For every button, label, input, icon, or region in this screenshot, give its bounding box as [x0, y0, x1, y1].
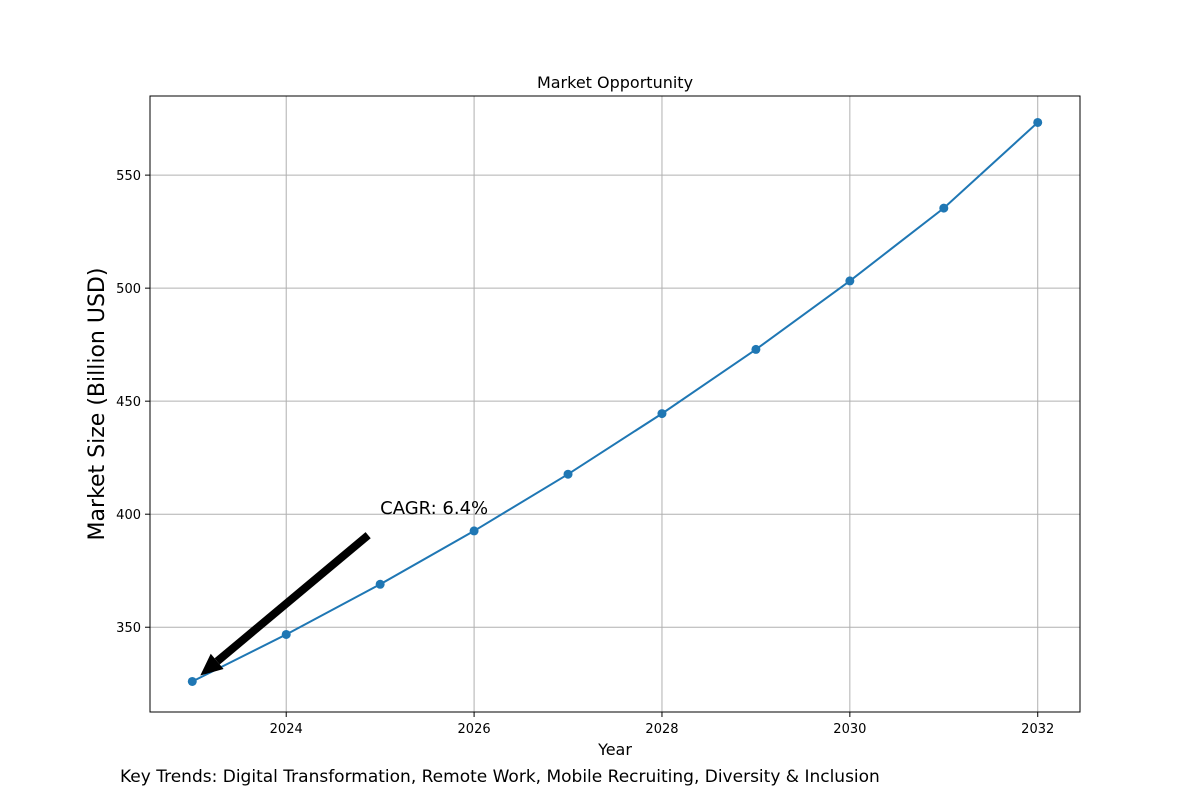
chart-title: Market Opportunity — [537, 73, 693, 92]
x-tick-label: 2024 — [270, 722, 303, 737]
grid — [150, 96, 1080, 712]
y-tick-label: 400 — [116, 508, 141, 523]
x-tick-label: 2028 — [645, 722, 678, 737]
cagr-annotation: CAGR: 6.4% — [380, 498, 488, 519]
data-point — [939, 203, 949, 213]
arrow-shaft — [214, 532, 371, 665]
y-tick-label: 500 — [116, 282, 141, 297]
data-point — [563, 469, 573, 479]
data-point — [375, 579, 385, 589]
plot-frame — [149, 95, 1081, 713]
x-axis-label: Year — [597, 740, 632, 759]
key-trends-note: Key Trends: Digital Transformation, Remo… — [120, 767, 880, 787]
data-point — [469, 526, 479, 536]
x-tick-label: 2030 — [833, 722, 866, 737]
y-tick-label: 450 — [116, 395, 141, 410]
data-point — [657, 409, 667, 419]
data-point — [1033, 117, 1043, 127]
data-point — [187, 676, 197, 686]
tick-layer: 2024 2026 2028 2030 2032 350 400 450 500 550 — [116, 169, 1054, 737]
x-tick-label: 2026 — [458, 722, 491, 737]
arrow-head — [200, 653, 224, 676]
data-point — [751, 344, 761, 354]
series-layer — [187, 117, 1043, 686]
series-line — [191, 121, 1039, 683]
y-tick-label: 550 — [116, 169, 141, 184]
y-tick-label: 350 — [116, 621, 141, 636]
y-axis-label: Market Size (Billion USD) — [85, 268, 110, 541]
annotation-layer: CAGR: 6.4% — [200, 498, 488, 676]
data-point — [845, 276, 855, 286]
x-tick-label: 2032 — [1021, 722, 1054, 737]
data-point — [281, 629, 291, 639]
